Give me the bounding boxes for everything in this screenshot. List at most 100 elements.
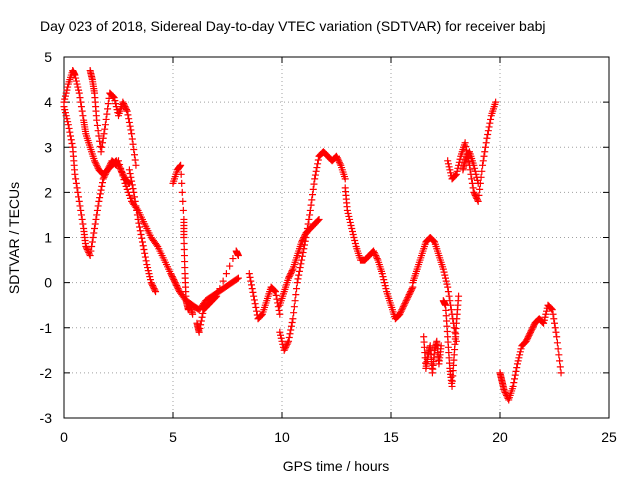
data-point-s17 [549,310,557,318]
data-point-s7 [234,252,242,260]
data-point-s17 [557,369,565,377]
data-point-s12 [451,328,459,336]
data-point-s15 [492,98,500,106]
data-point-s9 [341,175,349,183]
data-point-s9 [278,337,286,345]
data-point-s10 [286,271,294,279]
data-point-s3 [129,140,137,148]
data-point-s15 [451,172,459,180]
data-point-s7 [197,321,205,329]
data-point-s8 [251,300,259,308]
data-point-s8 [275,306,283,314]
data-point-s15 [471,190,479,198]
data-point-s2 [78,107,86,115]
data-point-s1 [95,197,103,205]
data-point-s9 [281,345,289,353]
data-point-s11 [382,285,390,293]
data-point-s15 [481,148,489,156]
data-point-s1 [94,202,102,210]
data-point-s17 [523,336,531,344]
data-point-s4 [169,274,177,282]
data-point-s17 [541,313,549,321]
data-point-s9 [291,297,299,305]
data-point-s17 [516,348,524,356]
data-point-s11 [401,300,409,308]
data-point-s9 [280,346,288,354]
data-point-s6 [180,240,188,248]
data-point-s17 [529,324,537,332]
data-point-s8 [270,286,278,294]
data-point-s17 [514,357,522,365]
data-point-s16 [471,164,479,172]
data-point-s15 [484,130,492,138]
data-point-s9 [335,158,343,166]
data-point-s17 [511,371,519,379]
data-point-s11 [344,209,352,217]
data-point-s1 [92,215,100,223]
data-point-s15 [484,127,492,135]
data-point-s15 [481,143,489,151]
data-point-s15 [485,123,493,131]
data-point-s15 [468,175,476,183]
data-point-s17 [516,351,524,359]
x-tick-label: 25 [601,429,617,445]
data-point-s2 [77,98,85,106]
data-point-s3 [120,100,128,108]
data-point-s17 [554,345,562,353]
data-point-s2 [63,86,71,94]
data-point-s11 [404,292,412,300]
data-point-s9 [333,154,341,162]
data-point-s11 [372,252,380,260]
data-point-s5 [150,285,158,293]
data-point-s8 [247,277,255,285]
data-point-s3 [103,110,111,118]
data-point-s3 [132,161,140,169]
data-point-s15 [475,191,483,199]
data-point-s1 [77,211,85,219]
data-point-s2 [93,161,101,169]
data-point-s4 [173,283,181,291]
chart-title: Day 023 of 2018, Sidereal Day-to-day VTE… [40,18,546,34]
data-point-s5 [139,242,147,250]
data-point-s12 [444,288,452,296]
data-point-s17 [547,304,555,312]
data-point-s12 [445,292,453,300]
data-point-s2 [91,158,99,166]
data-point-s2 [72,77,80,85]
data-point-s12 [429,237,437,245]
data-point-s5 [130,188,138,196]
data-point-s8 [250,292,258,300]
data-point-s11 [407,286,415,294]
data-point-s2 [77,103,85,111]
data-point-s9 [290,309,298,317]
data-point-s9 [313,164,321,172]
data-point-s5 [134,215,142,223]
data-point-s8 [258,311,266,319]
data-point-s6 [180,252,188,260]
data-point-s17 [512,367,520,375]
data-point-s2 [72,74,80,82]
data-point-s5 [132,202,140,210]
data-point-s10 [299,235,307,243]
data-point-s9 [335,157,343,165]
data-point-s1 [78,215,86,223]
data-point-s17 [515,354,523,362]
y-tick-label: 5 [44,49,52,65]
data-point-s3 [110,94,118,102]
data-point-s15 [482,139,490,147]
data-point-s8 [271,288,279,296]
data-point-s5 [141,253,149,261]
data-point-s3 [128,130,136,138]
data-point-s17 [513,364,521,372]
data-point-s11 [404,294,412,302]
data-point-s16 [474,179,482,187]
data-point-s9 [306,206,314,214]
data-point-s9 [287,322,295,330]
data-point-s9 [289,315,297,323]
data-point-s16 [473,176,481,184]
data-point-s10 [315,215,323,223]
data-point-s12 [430,237,438,245]
data-point-s7 [211,294,219,302]
data-point-s4 [168,273,176,281]
data-point-s17 [552,328,560,336]
